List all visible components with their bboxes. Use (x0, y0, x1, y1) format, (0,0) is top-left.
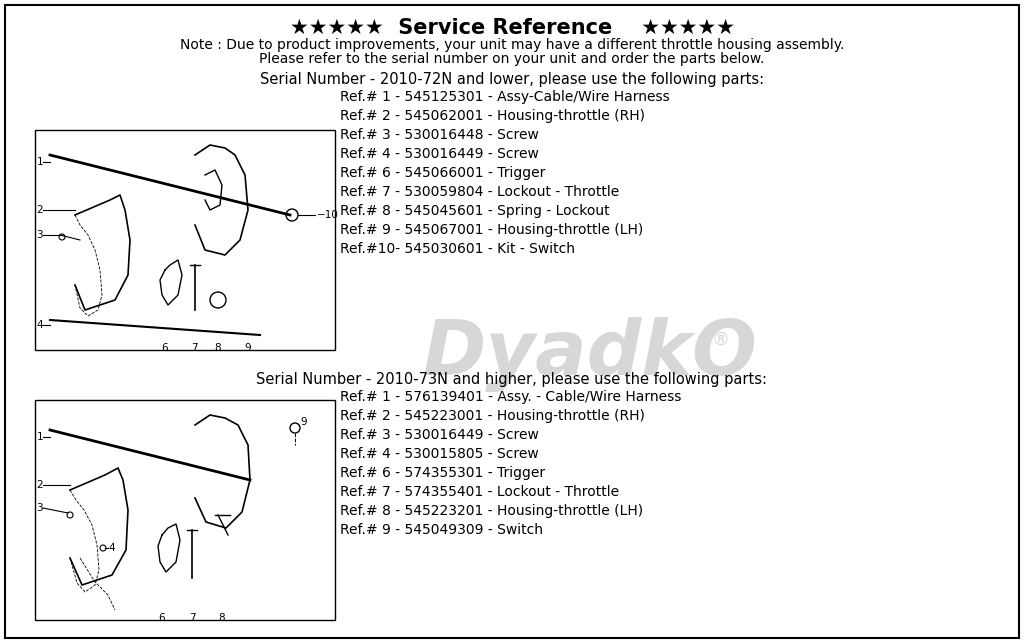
Text: 7: 7 (190, 343, 198, 353)
Text: 3: 3 (37, 230, 43, 240)
Text: Ref.#10- 545030601 - Kit - Switch: Ref.#10- 545030601 - Kit - Switch (340, 242, 575, 256)
Text: Ref.# 9 - 545067001 - Housing-throttle (LH): Ref.# 9 - 545067001 - Housing-throttle (… (340, 223, 643, 237)
Text: Ref.# 4 - 530016449 - Screw: Ref.# 4 - 530016449 - Screw (340, 147, 539, 161)
Text: 4: 4 (108, 543, 115, 553)
Text: Note : Due to product improvements, your unit may have a different throttle hous: Note : Due to product improvements, your… (180, 38, 844, 52)
Text: 9: 9 (245, 343, 251, 353)
Text: 1: 1 (37, 157, 43, 167)
Text: 6: 6 (162, 343, 168, 353)
Text: Ref.# 2 - 545062001 - Housing-throttle (RH): Ref.# 2 - 545062001 - Housing-throttle (… (340, 109, 645, 123)
Text: Ref.# 3 - 530016449 - Screw: Ref.# 3 - 530016449 - Screw (340, 428, 539, 442)
Text: Ref.# 1 - 576139401 - Assy. - Cable/Wire Harness: Ref.# 1 - 576139401 - Assy. - Cable/Wire… (340, 390, 681, 404)
Text: 8: 8 (219, 613, 225, 623)
Text: 9: 9 (300, 417, 306, 427)
Text: DyadkO: DyadkO (423, 318, 758, 392)
Text: 2: 2 (37, 480, 43, 490)
Text: Ref.# 3 - 530016448 - Screw: Ref.# 3 - 530016448 - Screw (340, 128, 539, 142)
Text: 6: 6 (159, 613, 165, 623)
Text: Ref.# 6 - 574355301 - Trigger: Ref.# 6 - 574355301 - Trigger (340, 466, 545, 480)
Text: 4: 4 (37, 320, 43, 330)
Bar (35, 400, 335, 620)
Text: Ref.# 7 - 530059804 - Lockout - Throttle: Ref.# 7 - 530059804 - Lockout - Throttle (340, 185, 620, 199)
Text: Ref.# 8 - 545045601 - Spring - Lockout: Ref.# 8 - 545045601 - Spring - Lockout (340, 204, 609, 218)
Text: Ref.# 1 - 545125301 - Assy-Cable/Wire Harness: Ref.# 1 - 545125301 - Assy-Cable/Wire Ha… (340, 90, 670, 104)
Text: −10: −10 (317, 210, 339, 220)
Text: 7: 7 (188, 613, 196, 623)
Text: 2: 2 (37, 205, 43, 215)
Text: Serial Number - 2010-73N and higher, please use the following parts:: Serial Number - 2010-73N and higher, ple… (256, 372, 768, 387)
Text: Ref.# 9 - 545049309 - Switch: Ref.# 9 - 545049309 - Switch (340, 523, 543, 537)
Text: 1: 1 (37, 432, 43, 442)
Text: Please refer to the serial number on your unit and order the parts below.: Please refer to the serial number on you… (259, 52, 765, 66)
Text: Serial Number - 2010-72N and lower, please use the following parts:: Serial Number - 2010-72N and lower, plea… (260, 72, 764, 87)
Text: Ref.# 2 - 545223001 - Housing-throttle (RH): Ref.# 2 - 545223001 - Housing-throttle (… (340, 409, 645, 423)
Text: 3: 3 (37, 503, 43, 513)
Text: ★★★★★  Service Reference    ★★★★★: ★★★★★ Service Reference ★★★★★ (290, 18, 734, 38)
Text: Ref.# 4 - 530015805 - Screw: Ref.# 4 - 530015805 - Screw (340, 447, 539, 461)
Text: ®: ® (711, 331, 729, 349)
Text: Ref.# 6 - 545066001 - Trigger: Ref.# 6 - 545066001 - Trigger (340, 166, 546, 180)
Text: Ref.# 7 - 574355401 - Lockout - Throttle: Ref.# 7 - 574355401 - Lockout - Throttle (340, 485, 620, 499)
Bar (35, 130, 335, 350)
Text: 8: 8 (215, 343, 221, 353)
Text: Ref.# 8 - 545223201 - Housing-throttle (LH): Ref.# 8 - 545223201 - Housing-throttle (… (340, 504, 643, 518)
